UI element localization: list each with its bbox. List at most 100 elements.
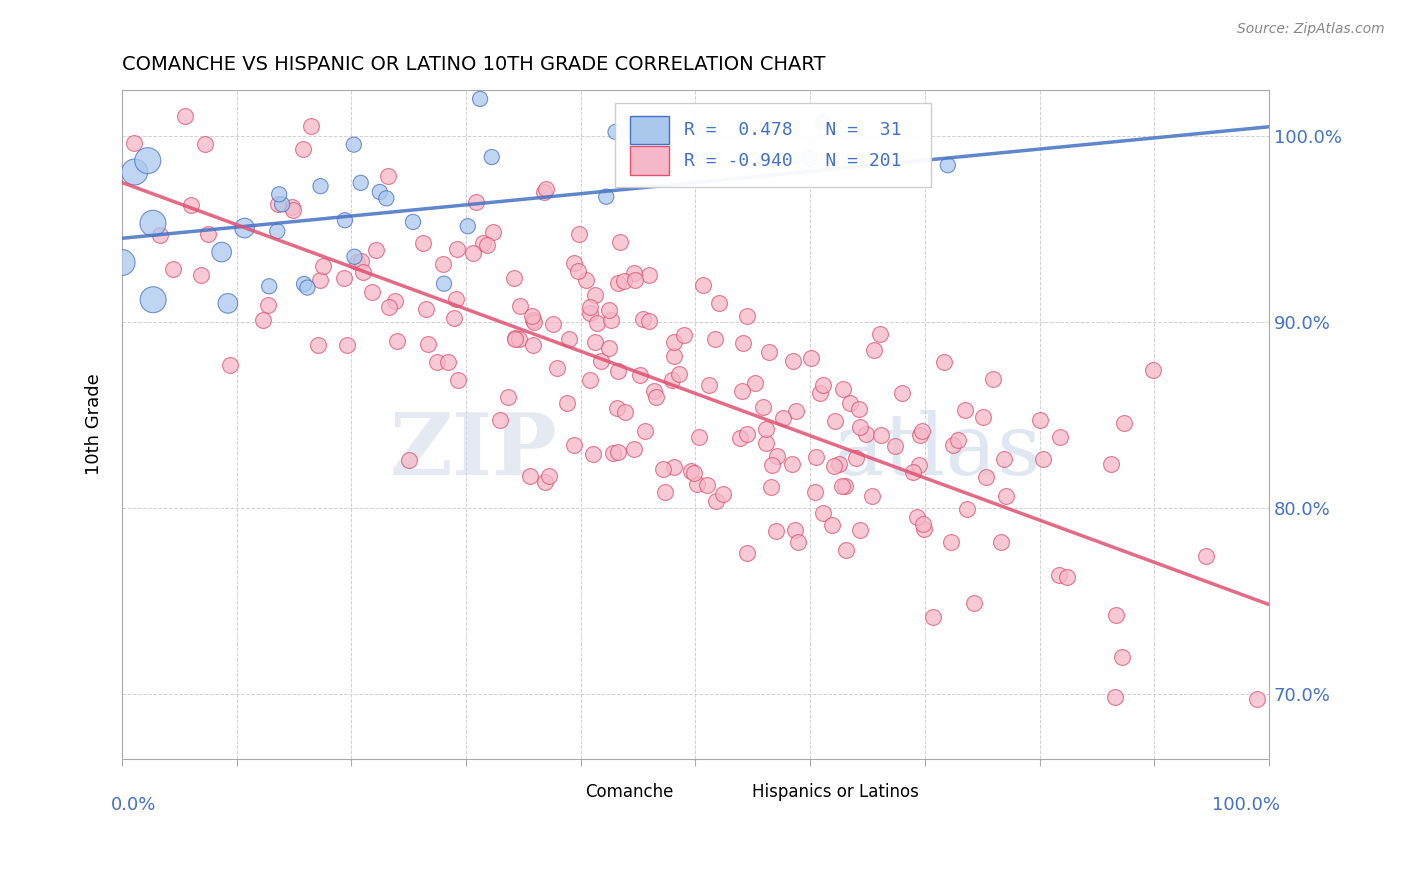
- Point: [613, 274, 636, 288]
- Point: [281, 200, 304, 214]
- Point: [623, 266, 645, 280]
- Y-axis label: 10th Grade: 10th Grade: [86, 374, 103, 475]
- Point: [446, 242, 468, 256]
- Point: [696, 478, 718, 492]
- Text: Hispanics or Latinos: Hispanics or Latinos: [752, 783, 918, 801]
- Point: [664, 349, 686, 363]
- Point: [1099, 457, 1122, 471]
- Point: [804, 450, 827, 464]
- Point: [472, 235, 495, 250]
- Point: [704, 493, 727, 508]
- Point: [522, 337, 544, 351]
- Point: [398, 453, 420, 467]
- Point: [519, 468, 541, 483]
- Point: [673, 328, 696, 343]
- Point: [350, 254, 373, 268]
- Point: [292, 277, 315, 291]
- Point: [591, 353, 613, 368]
- Point: [963, 595, 986, 609]
- Text: R = -0.940   N = 201: R = -0.940 N = 201: [685, 152, 901, 169]
- Point: [307, 338, 329, 352]
- Point: [443, 311, 465, 326]
- Point: [194, 136, 217, 151]
- Point: [562, 438, 585, 452]
- Point: [735, 309, 758, 323]
- Point: [562, 255, 585, 269]
- Point: [159, 47, 181, 62]
- Point: [378, 300, 401, 314]
- Point: [190, 268, 212, 283]
- Point: [266, 224, 288, 238]
- Point: [609, 235, 631, 250]
- Text: Comanche: Comanche: [585, 783, 673, 801]
- Point: [350, 176, 373, 190]
- Point: [598, 341, 620, 355]
- Point: [520, 309, 543, 323]
- Point: [785, 523, 807, 537]
- Point: [761, 458, 783, 473]
- Point: [668, 367, 690, 381]
- Point: [475, 238, 498, 252]
- Point: [752, 400, 775, 414]
- Point: [174, 109, 197, 123]
- Point: [990, 534, 1012, 549]
- Point: [269, 187, 291, 202]
- Point: [602, 446, 624, 460]
- Point: [292, 142, 315, 156]
- Point: [848, 402, 870, 417]
- Point: [503, 332, 526, 346]
- Point: [813, 115, 835, 129]
- Point: [447, 374, 470, 388]
- Point: [503, 271, 526, 285]
- Point: [218, 359, 240, 373]
- Point: [644, 390, 666, 404]
- FancyBboxPatch shape: [543, 781, 575, 802]
- Point: [939, 534, 962, 549]
- Point: [508, 332, 530, 346]
- Point: [1246, 691, 1268, 706]
- Point: [586, 316, 609, 330]
- Point: [607, 444, 630, 458]
- Point: [901, 465, 924, 479]
- Point: [823, 458, 845, 473]
- Point: [312, 259, 335, 273]
- Point: [111, 255, 134, 269]
- Point: [197, 227, 219, 242]
- Point: [605, 125, 627, 139]
- Point: [271, 197, 294, 211]
- Point: [1049, 430, 1071, 444]
- Point: [1105, 608, 1128, 623]
- Point: [217, 296, 239, 310]
- Point: [755, 436, 778, 450]
- Point: [142, 216, 165, 230]
- Point: [377, 169, 399, 183]
- Point: [343, 250, 366, 264]
- Point: [1111, 649, 1133, 664]
- Point: [415, 301, 437, 316]
- Point: [1142, 362, 1164, 376]
- Point: [828, 457, 851, 471]
- Point: [606, 363, 628, 377]
- Point: [637, 314, 659, 328]
- Point: [908, 428, 931, 442]
- Point: [538, 469, 561, 483]
- Point: [782, 353, 804, 368]
- Point: [972, 410, 994, 425]
- Point: [728, 431, 751, 445]
- Point: [634, 424, 657, 438]
- Text: 0.0%: 0.0%: [111, 796, 156, 814]
- Point: [699, 378, 721, 392]
- Point: [595, 190, 617, 204]
- Point: [686, 477, 709, 491]
- Point: [744, 376, 766, 391]
- Point: [336, 338, 359, 352]
- Point: [457, 219, 479, 234]
- Point: [522, 313, 544, 327]
- Text: atlas: atlas: [834, 409, 1042, 492]
- Point: [849, 523, 872, 537]
- Text: Source: ZipAtlas.com: Source: ZipAtlas.com: [1237, 22, 1385, 37]
- Point: [711, 487, 734, 501]
- Point: [546, 361, 568, 376]
- Point: [333, 213, 356, 227]
- Point: [782, 458, 804, 472]
